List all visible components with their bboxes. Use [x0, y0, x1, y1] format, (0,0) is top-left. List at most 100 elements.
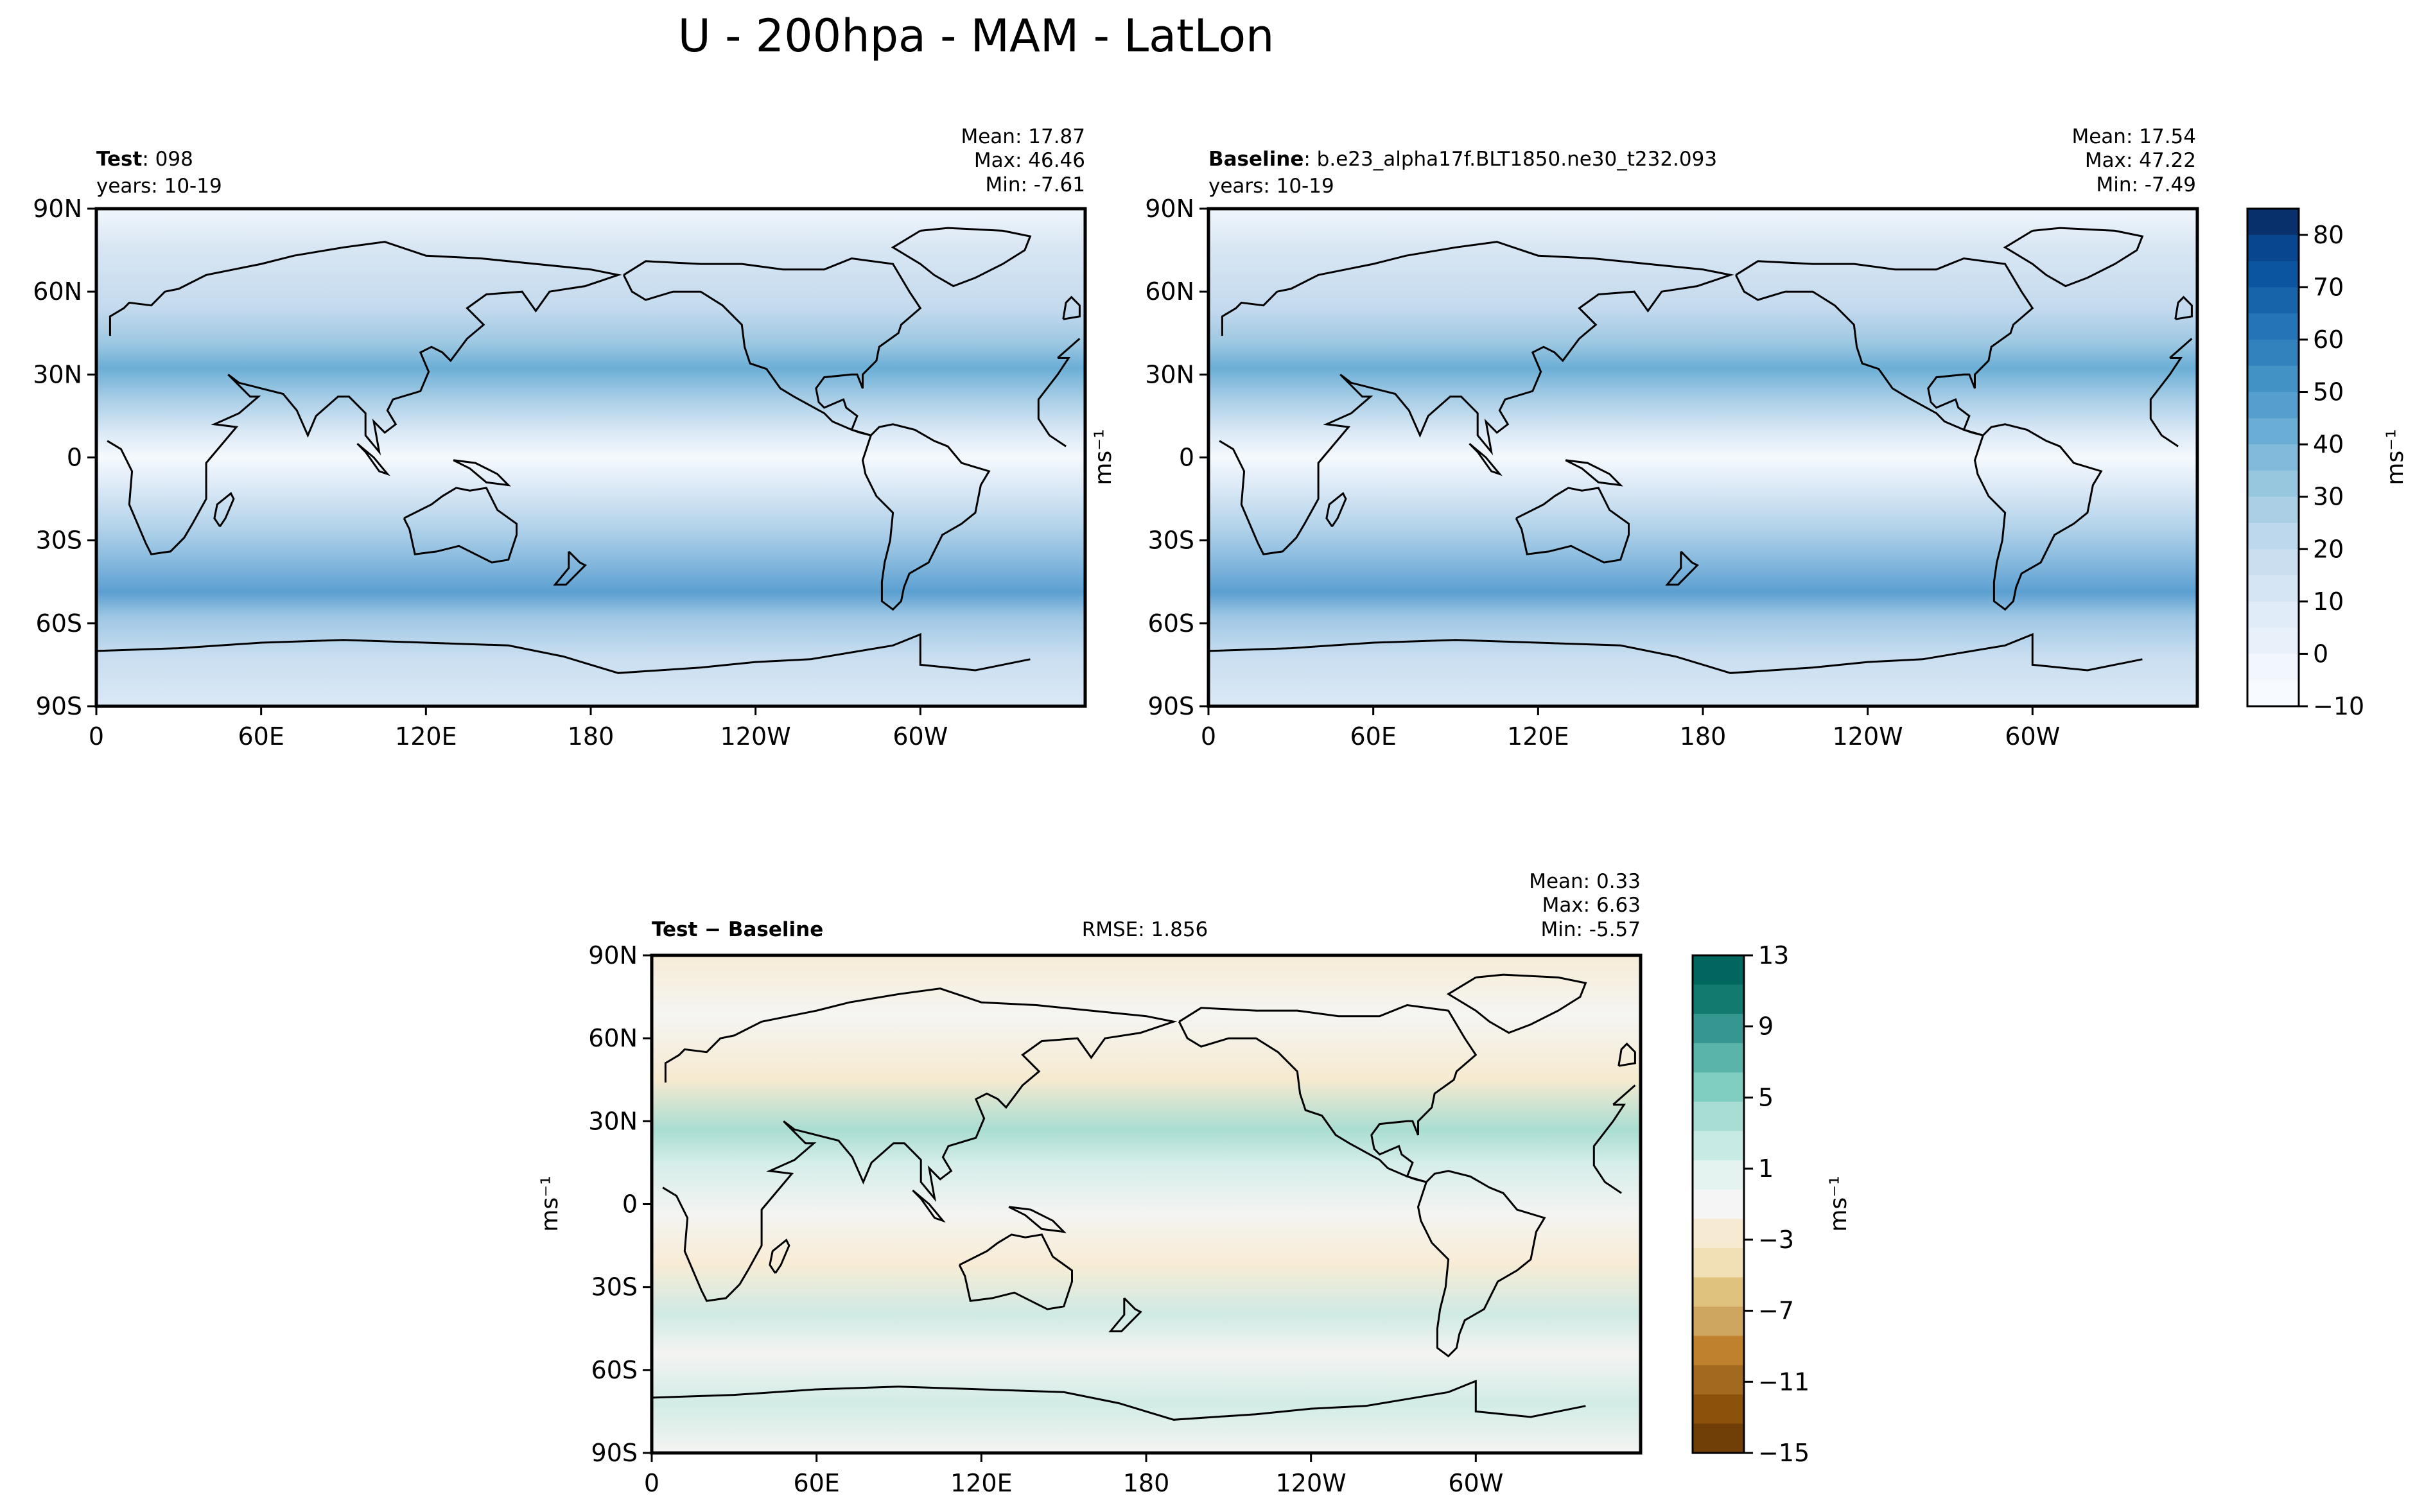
- coastline-segment: [1565, 459, 1623, 487]
- panel-difference-stat-mean: Mean: 0.33: [1529, 870, 1641, 893]
- coastline-segment: [1612, 1084, 1636, 1106]
- y-tick-label: 90N: [33, 195, 82, 223]
- x-tick-label: 120E: [395, 722, 457, 751]
- coastline-segment: [662, 987, 1178, 1302]
- colorbar-tick-label: 9: [1758, 1012, 1774, 1041]
- colorbar-band: [1693, 1247, 1744, 1278]
- panel-difference-label: Test − Baseline: [652, 918, 823, 941]
- y-tick-label: 90N: [1145, 195, 1194, 223]
- colorbar-band: [1693, 1014, 1744, 1044]
- colorbar-blues-frame: [2246, 207, 2300, 708]
- colorbar-band: [2247, 313, 2299, 340]
- colorbar-tick-label: 60: [2313, 326, 2344, 354]
- y-tick-label: 60N: [1145, 277, 1194, 306]
- colorbar-tick-label: 30: [2313, 483, 2344, 511]
- colorbar-band: [2247, 365, 2299, 393]
- panel-difference: Test − Baseline RMSE: 1.856 Mean: 0.33 M…: [537, 870, 1643, 1497]
- y-tick-label: 30S: [36, 526, 82, 555]
- panel-baseline: Baseline: b.e23_alpha17f.BLT1850.ne30_t2…: [1090, 125, 2199, 751]
- y-tick-label: 90S: [36, 692, 82, 720]
- coastline-segment: [1208, 632, 2143, 674]
- coastline-segment: [107, 241, 622, 555]
- panel-baseline-unit-left: ms⁻¹: [1090, 429, 1117, 485]
- coastline-segment: [2174, 295, 2193, 320]
- colorbar-band: [1693, 1394, 1744, 1424]
- colorbar-band: [2247, 575, 2299, 602]
- y-tick-label: 60S: [591, 1356, 638, 1384]
- coastline-segment: [1515, 487, 1630, 564]
- colorbar-blues-unit: ms⁻¹: [2382, 429, 2409, 485]
- x-tick-label: 60E: [238, 722, 284, 751]
- coastline-segment: [1219, 241, 1734, 555]
- panel-baseline-y-ticks: 90N 60N 30N 0 30S 60S 90S: [1145, 195, 1208, 720]
- coastline-segment: [1592, 1104, 1626, 1194]
- y-tick-label: 0: [67, 444, 82, 472]
- y-tick-label: 90S: [591, 1439, 638, 1467]
- coastline-segment: [1417, 1170, 1546, 1358]
- colorbar-tick-label: −3: [1758, 1226, 1794, 1254]
- colorbar-tick-label: −11: [1758, 1368, 1809, 1396]
- colorbar-band: [1693, 1423, 1744, 1454]
- x-tick-label: 60E: [1350, 722, 1396, 751]
- x-tick-label: 60W: [1448, 1469, 1503, 1497]
- colorbar-band: [1693, 1101, 1744, 1132]
- y-tick-label: 60S: [36, 609, 82, 638]
- coastline-segment: [403, 487, 518, 564]
- coastline-segment: [1037, 357, 1071, 448]
- colorbar-diff-unit: ms⁻¹: [1826, 1176, 1852, 1231]
- panel-difference-plot-area: [650, 953, 1643, 1455]
- colorbar-band: [1693, 1277, 1744, 1307]
- panel-test: Test: 098 years: 10-19 Mean: 17.87 Max: …: [33, 125, 1087, 751]
- colorbar-band: [2247, 209, 2299, 236]
- coastline-segment: [356, 442, 390, 476]
- colorbar-tick-label: −10: [2313, 692, 2364, 720]
- panel-baseline-stat-mean: Mean: 17.54: [2071, 125, 2196, 148]
- y-tick-label: 60N: [33, 277, 82, 306]
- coastline-segment: [553, 550, 587, 586]
- colorbar-tick-label: 50: [2313, 378, 2344, 406]
- panel-test-stat-min: Min: -7.61: [985, 173, 1085, 196]
- y-tick-label: 0: [1179, 444, 1194, 472]
- coastline-segment: [958, 1233, 1073, 1310]
- colorbar-band: [2247, 287, 2299, 314]
- y-tick-label: 30S: [1148, 526, 1194, 555]
- panel-difference-coastlines: [651, 973, 1636, 1421]
- panel-test-years: years: 10-19: [96, 175, 222, 198]
- x-tick-label: 120E: [950, 1469, 1013, 1497]
- colorbar-band: [2247, 549, 2299, 576]
- coastline-segment: [912, 1189, 946, 1223]
- coastline-segment: [1325, 492, 1347, 527]
- y-tick-label: 30N: [33, 360, 82, 388]
- y-tick-label: 90N: [588, 941, 638, 969]
- panel-baseline-plot-area: [1207, 207, 2199, 708]
- panel-test-label: Test: 098: [96, 148, 193, 171]
- y-tick-label: 30S: [591, 1273, 638, 1301]
- colorbar-band: [2247, 444, 2299, 471]
- colorbar-band: [1693, 1219, 1744, 1249]
- x-tick-label: 120W: [1276, 1469, 1347, 1497]
- colorbar-band: [1693, 1160, 1744, 1190]
- colorbar-band: [1693, 984, 1744, 1014]
- colorbar-tick-label: 10: [2313, 587, 2344, 616]
- x-tick-label: 180: [568, 722, 615, 751]
- colorbar-band: [1693, 1307, 1744, 1337]
- colorbar-tick-label: 70: [2313, 273, 2344, 301]
- colorbar-tick-label: −7: [1758, 1297, 1794, 1325]
- panel-baseline-label-rest: : b.e23_alpha17f.BLT1850.ne30_t232.093: [1303, 148, 1717, 171]
- colorbar-band: [1693, 955, 1744, 986]
- coastline-segment: [1469, 442, 1503, 476]
- colorbar-band: [2247, 680, 2299, 707]
- y-tick-label: 30N: [1145, 360, 1194, 388]
- panel-test-label-rest: : 098: [142, 148, 193, 171]
- colorbar-band: [1693, 1043, 1744, 1073]
- panel-test-coastlines: [96, 227, 1081, 674]
- colorbar-tick-label: 20: [2313, 535, 2344, 563]
- panel-baseline-stat-max: Max: 47.22: [2085, 149, 2196, 172]
- coastline-segment: [1057, 338, 1081, 359]
- panel-difference-y-ticks: 90N 60N 30N 0 30S 60S 90S: [588, 941, 652, 1467]
- panel-difference-stat-max: Max: 6.63: [1542, 894, 1641, 917]
- panel-test-stat-mean: Mean: 17.87: [961, 125, 1085, 148]
- colorbar-band: [1693, 1189, 1744, 1219]
- coastline-segment: [2169, 338, 2193, 359]
